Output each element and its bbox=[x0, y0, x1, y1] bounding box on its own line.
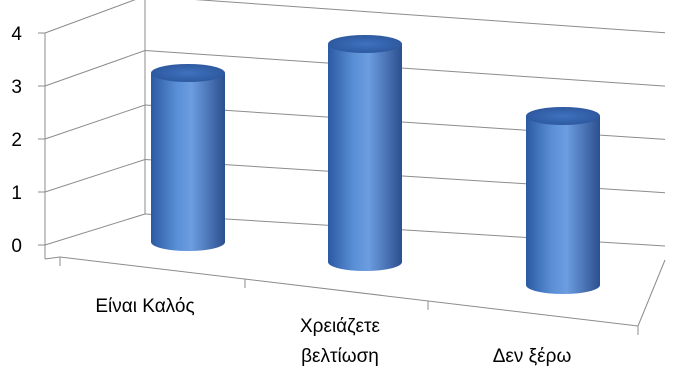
bar-2 bbox=[328, 35, 402, 271]
y-tick-label: 2 bbox=[11, 130, 22, 151]
floor-left-edge bbox=[44, 256, 61, 260]
gridline-left-4 bbox=[44, 0, 136, 34]
category-label: Δεν ξέρω bbox=[493, 346, 572, 367]
bar-3 bbox=[526, 107, 600, 294]
category-label: βελτίωση bbox=[301, 346, 379, 367]
bar-body bbox=[151, 73, 225, 251]
y-tick-label: 3 bbox=[11, 77, 22, 98]
gridline-left-2 bbox=[44, 104, 146, 140]
bar-body bbox=[328, 44, 402, 271]
category-label: Είναι Καλός bbox=[95, 296, 194, 317]
gridline-back-3 bbox=[144, 50, 666, 87]
gridline-left-1 bbox=[44, 159, 146, 193]
bar-top bbox=[328, 35, 402, 53]
bar-top bbox=[151, 64, 225, 82]
y-tick-label: 4 bbox=[11, 24, 22, 45]
category-label: Χρειάζετε bbox=[300, 316, 381, 337]
bars bbox=[151, 35, 600, 294]
bar-top bbox=[526, 107, 600, 125]
gridline-back-4 bbox=[194, 0, 666, 34]
gridline-left-3 bbox=[44, 50, 146, 87]
labels: 0 1 2 3 4 Είναι Καλός Χρειάζετε βελτίωση Δεν ξέρ… bbox=[11, 24, 571, 367]
y-tick-label: 1 bbox=[11, 183, 22, 204]
bar-body bbox=[526, 116, 600, 294]
x-axis bbox=[59, 256, 639, 327]
floor-right-edge bbox=[637, 259, 666, 327]
axes bbox=[38, 0, 666, 335]
bar-1 bbox=[151, 64, 225, 251]
y-tick-label: 0 bbox=[11, 236, 22, 257]
gridline-left-0 bbox=[44, 213, 146, 246]
